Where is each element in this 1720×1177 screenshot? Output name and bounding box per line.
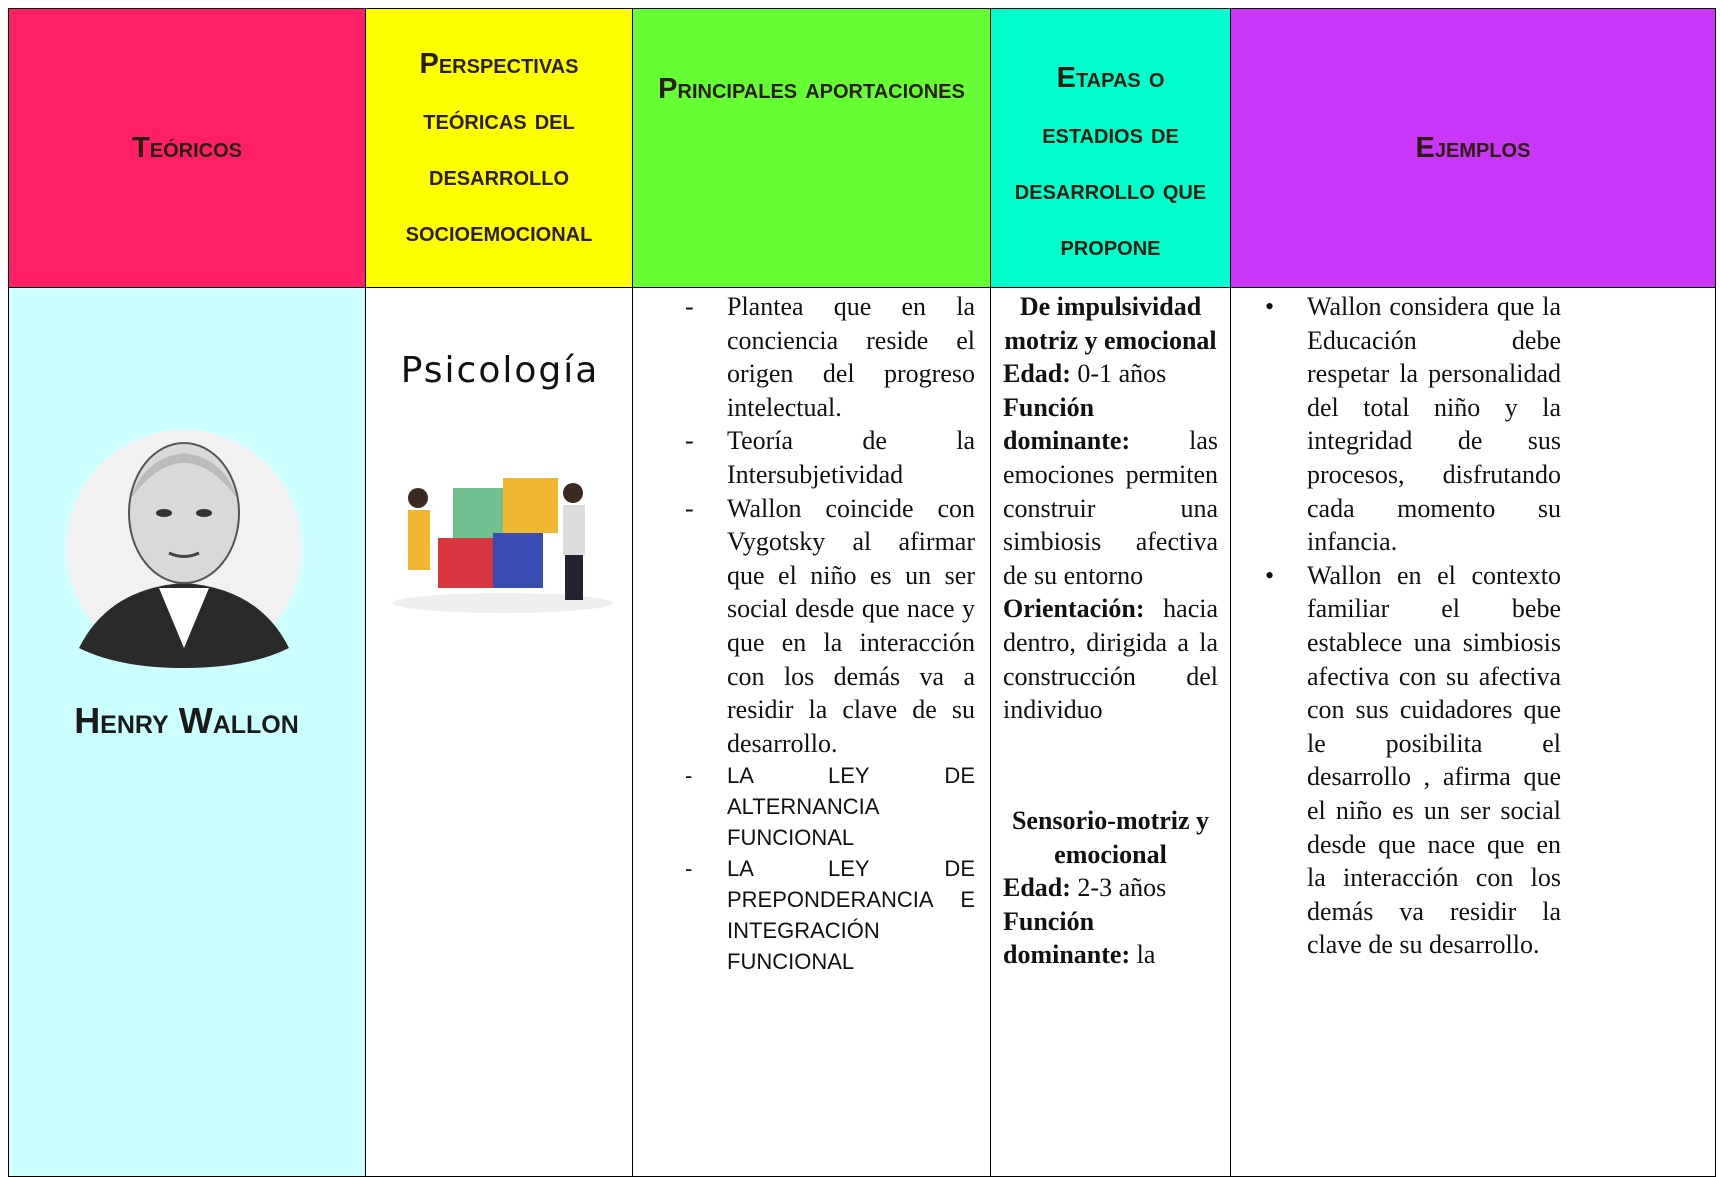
field-label: Función dominante: (1003, 906, 1131, 970)
portrait (66, 430, 302, 668)
perspective-text: Psicología (400, 350, 600, 391)
theorist-name: Henry Wallon (74, 700, 299, 741)
field-label: Orientación: (1003, 594, 1145, 624)
header-cell: Perspectivas teóricas del desarrollo soc… (365, 8, 633, 288)
field-text: la (1136, 940, 1156, 970)
contributions-cell: Plantea que en la conciencia reside el o… (632, 287, 991, 1177)
puzzle-piece (438, 538, 493, 588)
header-text: Principales aportaciones (658, 73, 965, 105)
person-body (563, 505, 585, 555)
field-label: Edad: (1003, 359, 1071, 389)
field-label: Edad: (1003, 873, 1071, 903)
field-text: las emociones permiten construir una sim… (1003, 426, 1218, 590)
field-text: 2-3 años (1077, 873, 1167, 903)
header-text: Etapas o estadios de desarrollo que prop… (1014, 62, 1207, 262)
stage-field: Orientación: hacia dentro, dirigida a la… (1003, 592, 1218, 726)
stage-name: Sensorio-motriz y emocional (1011, 806, 1210, 869)
examples-list: Wallon considera que la Educación debe r… (1239, 290, 1561, 962)
stage-field: Edad: 0-1 años (1003, 357, 1218, 391)
portrait-shirt (159, 588, 209, 648)
header-cell: Etapas o estadios de desarrollo que prop… (990, 8, 1231, 288)
contribution: Wallon coincide con Vygotsky al afirmar … (633, 492, 975, 761)
field-text: 0-1 años (1077, 359, 1167, 389)
contribution: Plantea que en la conciencia reside el o… (633, 290, 975, 424)
puzzle-piece (493, 533, 543, 588)
portrait-face (128, 442, 240, 584)
header-cell: Principales aportaciones (632, 8, 991, 288)
portrait-eye (156, 509, 172, 517)
contribution: LA LEY DE ALTERNANCIA FUNCIONAL (633, 760, 975, 853)
person-body (408, 510, 430, 570)
portrait-mouth (168, 551, 200, 558)
puzzle-piece (503, 478, 558, 533)
example: Wallon considera que la Educación debe r… (1239, 290, 1561, 559)
person-head (563, 483, 583, 503)
stage: De impulsividad motriz y emocional Edad:… (1003, 290, 1218, 727)
header-cell: Teóricos (8, 8, 366, 288)
puzzle-illustration (393, 478, 613, 613)
contributions-list: Plantea que en la conciencia reside el o… (633, 290, 975, 977)
header-cell: Ejemplos (1230, 8, 1716, 288)
contribution: LA LEY DE PREPONDERANCIA E INTEGRACIÓN F… (633, 853, 975, 977)
example: Wallon en el contexto familiar el bebe e… (1239, 559, 1561, 962)
header-text: Perspectivas teóricas del desarrollo soc… (405, 48, 593, 248)
stage-field: Función dominante: la (1003, 905, 1218, 972)
stage-field: Función dominante: las emociones permite… (1003, 391, 1218, 593)
theorist-cell: Henry Wallon (8, 287, 366, 1177)
contribution: Teoría de la Intersubjetividad (633, 424, 975, 491)
stages-cell: De impulsividad motriz y emocional Edad:… (990, 287, 1231, 1177)
stage: Sensorio-motriz y emocional Edad: 2-3 añ… (1003, 804, 1218, 972)
portrait-hair (131, 453, 237, 498)
shadow (393, 593, 613, 613)
header-text: Teóricos (132, 132, 242, 164)
header-text: Ejemplos (1415, 132, 1531, 164)
person-head (408, 488, 428, 508)
puzzle-piece (453, 488, 503, 538)
portrait-eye (196, 509, 212, 517)
field-text: hacia dentro, dirigida a la construcción… (1003, 594, 1218, 725)
examples-cell: Wallon considera que la Educación debe r… (1230, 287, 1716, 1177)
perspective-cell: Psicología (365, 287, 633, 1177)
stage-field: Edad: 2-3 años (1003, 871, 1218, 905)
person-legs (565, 555, 583, 600)
stage-name: De impulsividad motriz y emocional (1004, 292, 1217, 355)
field-label: Función dominante: (1003, 392, 1131, 456)
